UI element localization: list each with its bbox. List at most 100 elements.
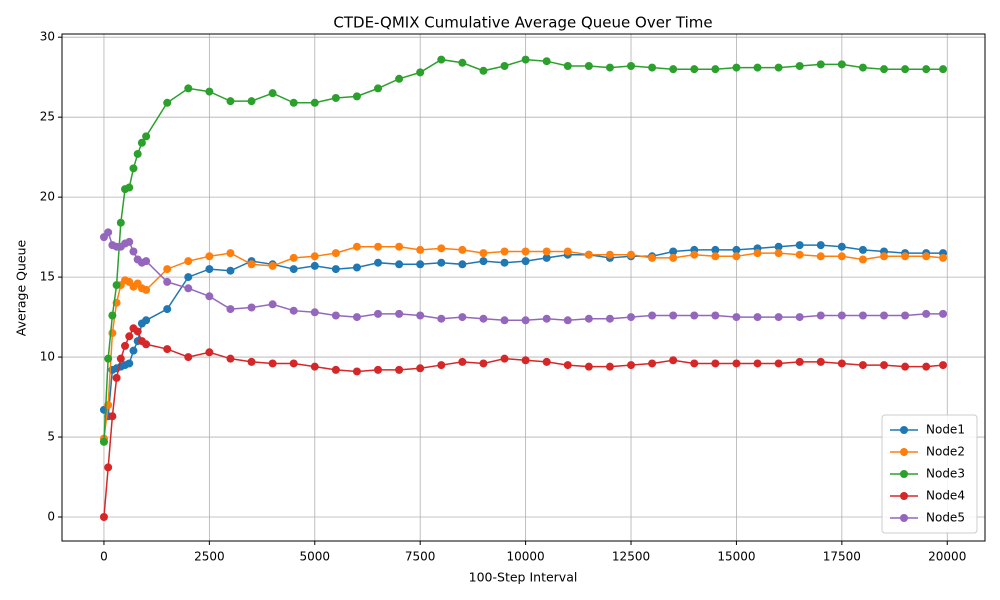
point: [732, 63, 741, 72]
point: [605, 250, 614, 259]
legend-marker: [900, 492, 908, 500]
point: [205, 252, 214, 261]
point: [500, 354, 509, 363]
point: [858, 245, 867, 254]
point: [163, 277, 172, 286]
point: [142, 257, 151, 266]
point: [479, 257, 488, 266]
point: [669, 356, 678, 365]
point: [116, 218, 125, 227]
point: [627, 61, 636, 70]
point: [247, 357, 256, 366]
point: [880, 252, 889, 261]
point: [500, 258, 509, 267]
point: [753, 313, 762, 322]
point: [922, 309, 931, 318]
point: [816, 252, 825, 261]
point: [584, 362, 593, 371]
point: [133, 149, 142, 158]
point: [184, 273, 193, 282]
point: [711, 311, 720, 320]
point: [648, 311, 657, 320]
point: [584, 250, 593, 259]
point: [163, 345, 172, 354]
point: [226, 266, 235, 275]
point: [268, 261, 277, 270]
point: [374, 242, 383, 251]
point: [500, 247, 509, 256]
point: [858, 361, 867, 370]
point: [108, 311, 117, 320]
x-tick-label: 17500: [823, 550, 861, 564]
point: [584, 314, 593, 323]
point: [104, 463, 113, 472]
series: [99, 228, 948, 325]
point: [268, 89, 277, 98]
point: [795, 313, 804, 322]
point: [605, 362, 614, 371]
point: [479, 66, 488, 75]
point: [416, 364, 425, 373]
plot-frame: [61, 33, 986, 542]
point: [129, 164, 138, 173]
point: [901, 362, 910, 371]
point: [395, 365, 404, 374]
point: [669, 247, 678, 256]
point: [310, 362, 319, 371]
point: [163, 305, 172, 314]
point: [458, 58, 467, 67]
point: [542, 314, 551, 323]
point: [289, 306, 298, 315]
point: [732, 313, 741, 322]
point: [563, 61, 572, 70]
point: [331, 93, 340, 102]
point: [352, 313, 361, 322]
point: [563, 316, 572, 325]
y-tick-label: 5: [47, 430, 55, 444]
legend: Node1 Node2 Node3 Node4 Node5: [881, 414, 978, 534]
point: [99, 437, 108, 446]
point: [732, 359, 741, 368]
point: [437, 55, 446, 64]
point: [690, 359, 699, 368]
point: [901, 311, 910, 320]
point: [310, 261, 319, 270]
y-tick-label: 20: [40, 190, 55, 204]
point: [352, 367, 361, 376]
point: [458, 357, 467, 366]
point: [184, 84, 193, 93]
point: [108, 329, 117, 338]
point: [816, 60, 825, 69]
point: [163, 98, 172, 107]
point: [331, 249, 340, 258]
y-tick-label: 10: [40, 350, 55, 364]
point: [133, 327, 142, 336]
point: [395, 242, 404, 251]
point: [774, 249, 783, 258]
point: [458, 260, 467, 269]
point: [837, 311, 846, 320]
point: [753, 63, 762, 72]
point: [732, 245, 741, 254]
point: [858, 311, 867, 320]
y-tick-label: 0: [47, 510, 55, 524]
point: [125, 183, 134, 192]
point: [774, 313, 783, 322]
point: [121, 341, 130, 350]
y-tick-label: 25: [40, 110, 55, 124]
point: [880, 65, 889, 74]
point: [711, 245, 720, 254]
point: [289, 359, 298, 368]
point: [416, 260, 425, 269]
y-tick-label: 15: [40, 270, 55, 284]
point: [922, 65, 931, 74]
point: [374, 84, 383, 93]
point: [331, 265, 340, 274]
x-axis-label: 100-Step Interval: [469, 570, 578, 585]
point: [774, 63, 783, 72]
series: [99, 324, 948, 522]
point: [437, 258, 446, 267]
point: [142, 316, 151, 325]
point: [374, 365, 383, 374]
point: [374, 258, 383, 267]
